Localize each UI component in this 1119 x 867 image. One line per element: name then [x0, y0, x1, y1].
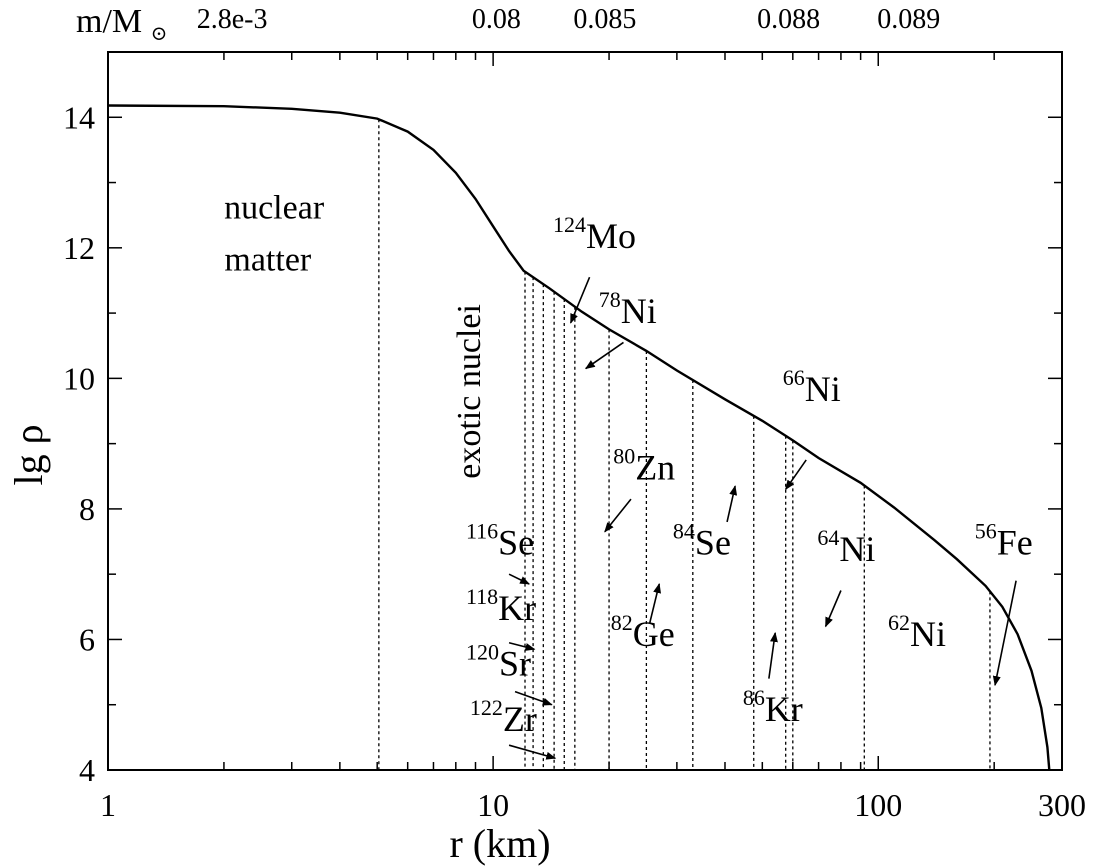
y-tick-label: 14: [63, 99, 95, 135]
y-tick-label: 4: [79, 752, 95, 788]
nucleus-arrow: [508, 573, 531, 585]
element-symbol: Ni: [621, 291, 657, 331]
top-tick-label: 2.8e-3: [197, 4, 268, 35]
element-symbol: Kr: [498, 588, 536, 628]
mass-number: 124: [553, 212, 586, 237]
nucleus-label: 84Se: [673, 519, 731, 563]
density-curve-layer: [107, 104, 1051, 771]
plot-frame: [107, 51, 1063, 771]
exotic-nuclei-label: exotic nuclei: [451, 304, 488, 479]
mass-number: 78: [599, 287, 621, 312]
nucleus-arrow: [514, 690, 553, 706]
element-symbol: Zn: [635, 448, 675, 488]
nucleus-label: 86Kr: [743, 685, 803, 729]
element-symbol: Se: [498, 523, 534, 563]
x-axis-label: r (km): [449, 821, 550, 866]
nucleus-label: 122Zr: [470, 695, 537, 739]
mass-number: 84: [673, 519, 695, 544]
nucleus-label: 118Kr: [466, 584, 536, 628]
element-symbol: Mo: [586, 216, 636, 256]
y-tick-label: 12: [63, 230, 95, 266]
top-axis-label: m/M ⊙: [76, 3, 167, 45]
x-tick-label: 10: [477, 787, 509, 823]
mass-number: 118: [466, 584, 498, 609]
density-curve: [107, 104, 1051, 771]
mass-number: 56: [975, 519, 997, 544]
nucleus-label: 120Sr: [466, 639, 531, 683]
nucleus-label: 66Ni: [783, 365, 841, 409]
nucleus-arrow: [824, 590, 842, 628]
element-symbol: Ge: [633, 614, 675, 654]
nucleus-label: 64Ni: [817, 525, 875, 569]
nucleus-label: 56Fe: [975, 519, 1033, 563]
nucleus-arrow: [569, 276, 591, 324]
top-tick-label: 0.088: [757, 4, 820, 35]
element-symbol: Se: [695, 523, 731, 563]
nucleus-arrow: [508, 641, 536, 651]
nucleus-label: 82Ge: [611, 610, 675, 654]
nucleus-arrows: [508, 276, 1017, 760]
element-symbol: Fe: [997, 523, 1033, 563]
x-tick-label: 100: [854, 787, 902, 823]
top-tick-label: 0.089: [877, 4, 940, 35]
element-symbol: Sr: [499, 643, 531, 683]
nucleus-label: 78Ni: [599, 287, 657, 331]
boundary-lines: [378, 119, 991, 770]
y-tick-label: 8: [79, 491, 95, 527]
mass-number: 120: [466, 639, 499, 664]
top-tick-label: 0.08: [472, 4, 521, 35]
top-tick-label: 0.085: [573, 4, 636, 35]
mass-number: 122: [470, 695, 503, 720]
nucleus-arrow: [508, 744, 557, 760]
sun-symbol-icon: ⊙: [151, 23, 168, 45]
element-symbol: Ni: [839, 529, 875, 569]
region-label: nuclear: [224, 189, 325, 226]
mass-number: 66: [783, 365, 805, 390]
mass-number: 80: [613, 444, 635, 469]
region-label: matter: [224, 242, 312, 279]
element-symbol: Zr: [503, 699, 537, 739]
x-tick-label: 1: [100, 787, 116, 823]
x-tick-label: 300: [1038, 787, 1086, 823]
mass-number: 62: [888, 610, 910, 635]
element-symbol: Ni: [805, 369, 841, 409]
nucleus-label: 116Se: [466, 519, 534, 563]
nucleus-arrow: [992, 580, 1017, 687]
nucleus-label: 62Ni: [888, 610, 946, 654]
nucleus-arrow: [785, 459, 807, 491]
nucleus-arrow: [584, 341, 624, 370]
mass-number: 82: [611, 610, 633, 635]
top-axis-label-text: m/M: [76, 3, 142, 40]
axis-ticks: [107, 51, 1063, 771]
y-tick-label: 10: [63, 360, 95, 396]
mass-number: 64: [817, 525, 839, 550]
y-axis-label: lg ρ: [6, 424, 51, 485]
nucleus-arrow: [726, 485, 738, 523]
y-tick-label: 6: [79, 621, 95, 657]
annotations: r (km) lg ρ m/M ⊙ 1 10 100 300 4 6 8 10 12 14 2.8e…: [6, 3, 1086, 866]
element-symbol: Ni: [910, 614, 946, 654]
element-symbol: Kr: [765, 689, 803, 729]
nucleus-label: 124Mo: [553, 212, 636, 256]
nucleus-arrow: [768, 631, 778, 679]
nucleus-arrow: [648, 583, 662, 624]
nucleus-label: 80Zn: [613, 444, 675, 488]
nucleus-arrow: [604, 498, 632, 533]
mass-number: 86: [743, 685, 765, 710]
mass-number: 116: [466, 519, 498, 544]
